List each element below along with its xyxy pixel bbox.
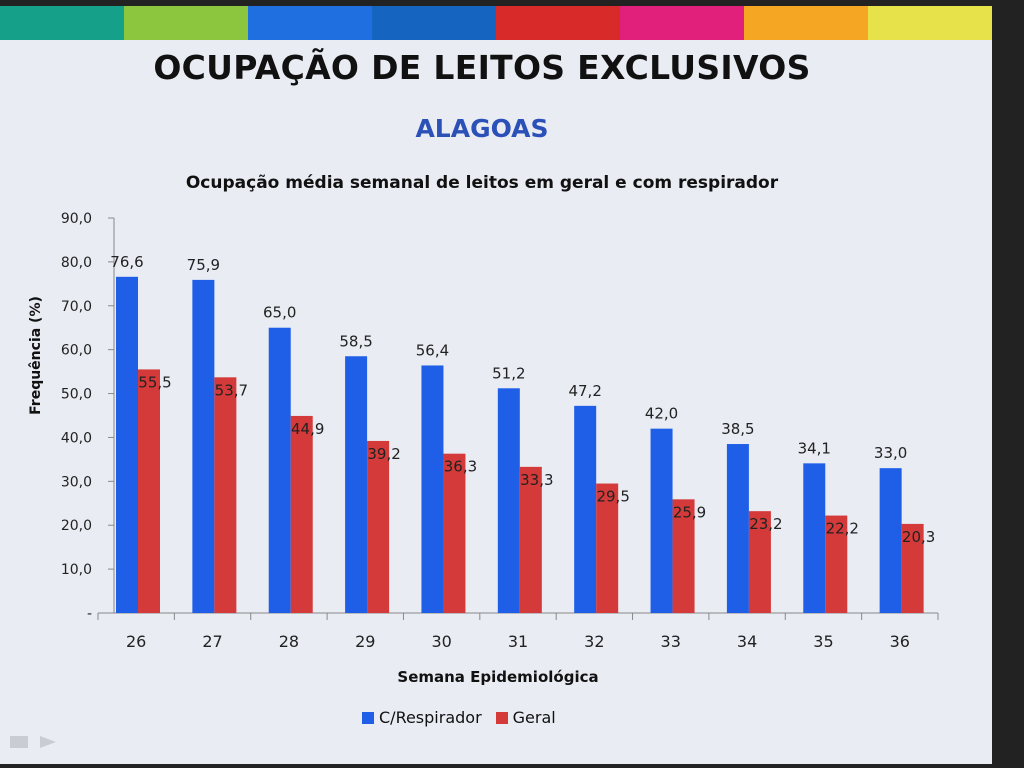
x-tick-label: 36 bbox=[890, 632, 910, 651]
data-label-respirador: 42,0 bbox=[645, 405, 678, 423]
y-tick-label: 20,0 bbox=[61, 518, 92, 534]
legend-item-respirador: C/Respirador bbox=[362, 708, 482, 727]
x-tick-label: 33 bbox=[661, 632, 681, 651]
data-label-geral: 22,2 bbox=[826, 520, 859, 538]
color-strip-segment bbox=[248, 6, 372, 40]
color-strip-segment bbox=[372, 6, 496, 40]
bar-respirador bbox=[192, 279, 215, 613]
y-tick-label: 30,0 bbox=[61, 474, 92, 490]
data-label-geral: 23,2 bbox=[749, 515, 782, 533]
color-strip-segment bbox=[744, 6, 868, 40]
bar-respirador bbox=[497, 388, 520, 613]
slide-title: OCUPAÇÃO DE LEITOS EXCLUSIVOS bbox=[153, 48, 811, 87]
bar-geral bbox=[596, 483, 619, 613]
color-strip-segment bbox=[496, 6, 620, 40]
color-strip-segment bbox=[868, 6, 992, 40]
color-strip-segment bbox=[0, 6, 124, 40]
legend-swatch-respirador bbox=[362, 711, 374, 724]
next-arrow-icon[interactable] bbox=[40, 736, 56, 748]
bar-respirador bbox=[879, 468, 902, 613]
data-label-geral: 20,3 bbox=[902, 528, 935, 546]
legend-swatch-geral bbox=[495, 711, 508, 724]
data-label-geral: 55,5 bbox=[138, 373, 171, 391]
bar-geral bbox=[825, 515, 848, 613]
bar-geral bbox=[214, 377, 237, 613]
y-tick-label: 60,0 bbox=[61, 343, 92, 359]
data-label-geral: 39,2 bbox=[367, 445, 400, 463]
data-label-geral: 33,3 bbox=[520, 471, 553, 489]
bar-respirador bbox=[345, 356, 368, 613]
slide-icon[interactable] bbox=[10, 736, 28, 748]
x-tick-label: 27 bbox=[202, 632, 222, 651]
bar-respirador bbox=[116, 276, 138, 613]
data-label-respirador: 75,9 bbox=[187, 256, 220, 274]
x-tick-label: 26 bbox=[126, 632, 146, 651]
y-tick-label: 40,0 bbox=[61, 430, 92, 446]
bar-respirador bbox=[803, 463, 826, 613]
x-tick-label: 29 bbox=[355, 632, 375, 651]
slide-nav-icons[interactable] bbox=[0, 730, 80, 754]
x-tick-label: 31 bbox=[508, 632, 528, 651]
bar-geral bbox=[748, 511, 771, 613]
data-label-geral: 36,3 bbox=[444, 458, 477, 476]
data-label-respirador: 33,0 bbox=[874, 444, 907, 462]
bar-geral bbox=[901, 523, 924, 613]
legend-label-geral: Geral bbox=[512, 708, 556, 727]
data-label-respirador: 58,5 bbox=[339, 332, 372, 350]
data-label-respirador: 47,2 bbox=[568, 382, 601, 400]
x-tick-label: 28 bbox=[279, 632, 299, 651]
slide-subtitle: ALAGOAS bbox=[415, 114, 549, 143]
data-label-geral: 25,9 bbox=[673, 503, 706, 521]
data-label-respirador: 65,0 bbox=[263, 304, 296, 322]
bar-respirador bbox=[421, 365, 444, 613]
x-axis-title: Semana Epidemiológica bbox=[397, 668, 598, 686]
y-tick-label: 50,0 bbox=[61, 387, 92, 403]
data-label-respirador: 76,6 bbox=[110, 253, 143, 271]
chart-legend: C/Respirador Geral bbox=[362, 708, 556, 727]
bar-respirador bbox=[268, 327, 291, 613]
y-tick-label: 10,0 bbox=[61, 562, 92, 578]
chart-title: Ocupação média semanal de leitos em gera… bbox=[185, 173, 779, 193]
y-tick-label: 90,0 bbox=[61, 211, 92, 227]
color-strip-segment bbox=[620, 6, 744, 40]
y-axis-title: Frequência (%) bbox=[28, 296, 44, 415]
data-label-geral: 53,7 bbox=[215, 381, 248, 399]
y-tick-label: 80,0 bbox=[61, 255, 92, 271]
y-tick-label: 70,0 bbox=[61, 299, 92, 315]
data-label-geral: 29,5 bbox=[596, 488, 629, 506]
legend-item-geral: Geral bbox=[495, 708, 556, 727]
bar-geral bbox=[519, 466, 542, 613]
bar-respirador bbox=[650, 428, 673, 613]
x-tick-label: 34 bbox=[737, 632, 757, 651]
legend-label-respirador: C/Respirador bbox=[379, 708, 482, 727]
color-strip-segment bbox=[124, 6, 248, 40]
bar-geral bbox=[290, 415, 313, 613]
x-tick-label: 35 bbox=[813, 632, 833, 651]
x-tick-label: 32 bbox=[584, 632, 604, 651]
bar-geral bbox=[672, 499, 695, 613]
y-tick-label: - bbox=[87, 606, 92, 622]
data-label-respirador: 34,1 bbox=[798, 439, 831, 457]
color-strip bbox=[0, 6, 992, 40]
presentation-slide: OCUPAÇÃO DE LEITOS EXCLUSIVOS ALAGOAS Oc… bbox=[0, 6, 992, 764]
x-tick-label: 30 bbox=[431, 632, 451, 651]
data-label-respirador: 38,5 bbox=[721, 420, 754, 438]
data-label-respirador: 51,2 bbox=[492, 364, 525, 382]
bar-respirador bbox=[726, 444, 749, 613]
bar-geral bbox=[443, 453, 466, 613]
data-label-geral: 44,9 bbox=[291, 420, 324, 438]
bar-respirador bbox=[574, 405, 597, 613]
bar-geral bbox=[138, 369, 160, 613]
data-label-respirador: 56,4 bbox=[416, 341, 449, 359]
bar-geral bbox=[367, 440, 390, 613]
